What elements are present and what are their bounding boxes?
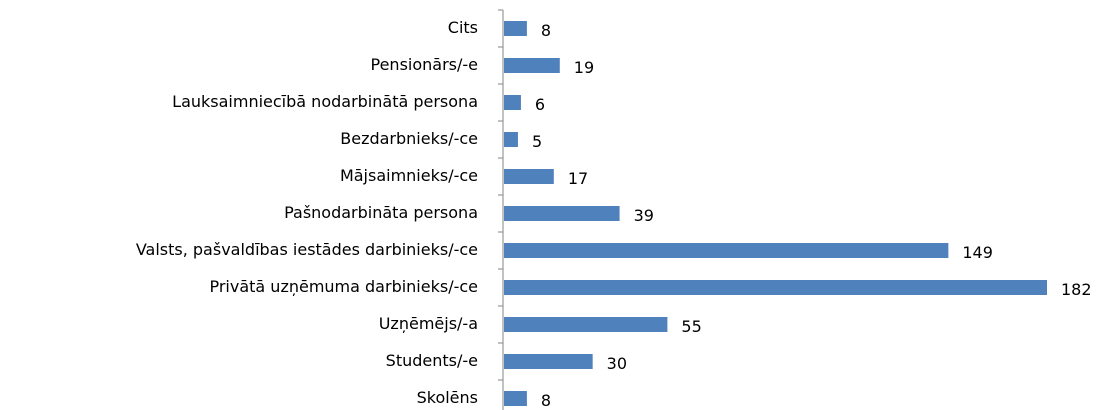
category-label: Pensionārs/-e — [371, 55, 479, 74]
bar — [504, 206, 620, 221]
category-label: Lauksaimniecībā nodarbinātā persona — [172, 92, 478, 111]
value-label: 19 — [574, 58, 594, 77]
value-label: 6 — [535, 95, 545, 114]
bar — [504, 132, 518, 147]
category-label: Bezdarbnieks/-ce — [340, 129, 478, 148]
bar — [504, 243, 949, 258]
value-label: 5 — [532, 132, 542, 151]
value-label: 55 — [681, 317, 701, 336]
category-label: Mājsaimnieks/-ce — [340, 166, 478, 185]
bar — [504, 58, 560, 73]
value-label: 8 — [541, 21, 551, 40]
bar — [504, 95, 521, 110]
category-label: Skolēns — [417, 388, 478, 407]
value-label: 8 — [541, 391, 551, 410]
value-label: 30 — [607, 354, 627, 373]
bar — [504, 21, 527, 36]
category-label: Valsts, pašvaldības iestādes darbinieks/… — [136, 240, 478, 259]
category-label: Students/-e — [386, 351, 478, 370]
value-label: 182 — [1061, 280, 1092, 299]
value-label: 149 — [962, 243, 993, 262]
category-label: Cits — [448, 18, 478, 37]
bar — [504, 354, 593, 369]
value-label: 39 — [634, 206, 654, 225]
bar — [504, 391, 527, 406]
value-label: 17 — [568, 169, 588, 188]
category-label: Pašnodarbināta persona — [284, 203, 478, 222]
bar — [504, 317, 668, 332]
category-label: Privātā uzņēmuma darbinieks/-ce — [209, 277, 478, 296]
bar — [504, 280, 1047, 295]
category-label: Uzņēmējs/-a — [379, 314, 478, 333]
bar — [504, 169, 554, 184]
